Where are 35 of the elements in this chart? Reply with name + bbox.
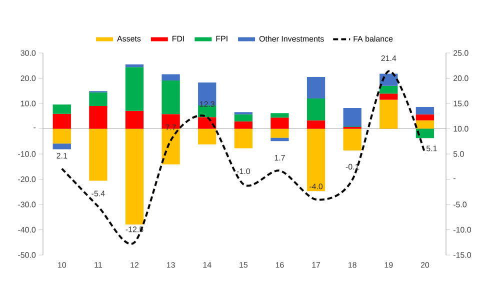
- bar: [416, 114, 434, 120]
- bar: [416, 107, 434, 114]
- bar: [89, 128, 108, 181]
- bar: [89, 106, 108, 129]
- bar: [306, 120, 326, 129]
- bar: [270, 118, 289, 129]
- bar: [270, 113, 289, 118]
- bar: [380, 86, 398, 94]
- bar: [162, 114, 180, 129]
- bar: [234, 114, 252, 122]
- bar: [125, 67, 144, 111]
- bar: [162, 80, 180, 114]
- bar: [234, 128, 252, 148]
- bar: [380, 94, 398, 100]
- bar: [270, 138, 289, 142]
- bar: [89, 92, 108, 106]
- bar: [162, 128, 180, 164]
- bar: [270, 128, 289, 138]
- bar: [52, 144, 71, 150]
- bar: [343, 128, 362, 150]
- bar: [343, 108, 362, 126]
- bar: [306, 76, 326, 98]
- bar: [380, 100, 398, 129]
- bar: [52, 128, 71, 144]
- bar: [162, 74, 180, 81]
- bar: [416, 120, 434, 129]
- bar: [198, 128, 216, 144]
- bar: [306, 128, 326, 192]
- bar: [52, 104, 71, 114]
- bar: [125, 128, 144, 224]
- bar: [198, 117, 216, 129]
- bar: [52, 114, 71, 129]
- bar: [306, 98, 326, 120]
- bar: [125, 110, 144, 129]
- bar: [234, 121, 252, 129]
